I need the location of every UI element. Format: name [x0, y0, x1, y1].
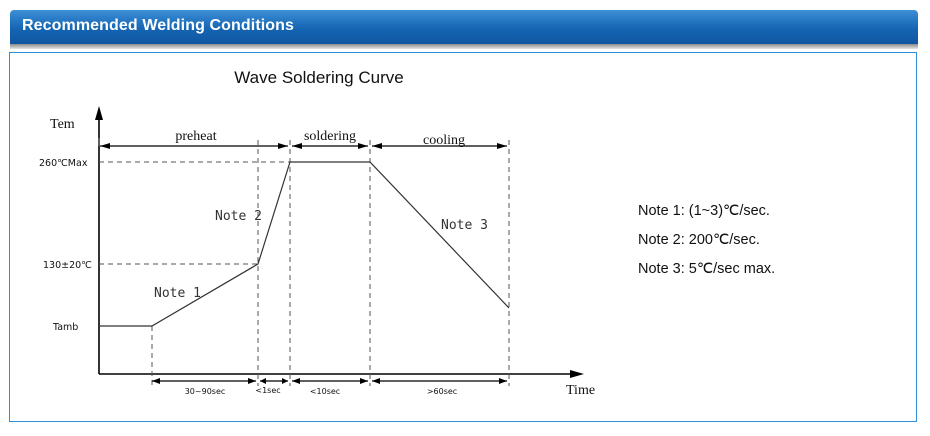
duration-arrow	[292, 378, 300, 384]
phase-arrow	[372, 143, 382, 149]
temperature-curve	[99, 161, 510, 327]
y-label-mid: 130±20℃	[43, 260, 92, 271]
panel-border	[9, 52, 917, 422]
phase-arrow	[292, 143, 302, 149]
phase-label-preheat: preheat	[175, 129, 216, 144]
y-axis-label: Tem	[50, 117, 75, 132]
duration-arrow	[248, 378, 256, 384]
header-shadow	[10, 44, 918, 49]
duration-arrow	[282, 378, 288, 384]
phase-arrow	[497, 143, 507, 149]
x-axis-label: Time	[566, 383, 595, 398]
duration-arrow	[260, 378, 266, 384]
duration-arrow	[360, 378, 368, 384]
curve-note-2: Note 2	[215, 209, 262, 224]
duration-label-2: <1sec	[255, 386, 280, 395]
duration-label-1: 30~90sec	[185, 387, 226, 396]
notes-list: Note 1: (1~3)℃/sec. Note 2: 200℃/sec. No…	[638, 202, 775, 289]
duration-label-3: <10sec	[310, 387, 340, 396]
duration-arrow	[152, 378, 160, 384]
section-title: Recommended Welding Conditions	[22, 17, 295, 34]
y-axis-arrow	[95, 106, 103, 120]
phase-arrow	[278, 143, 288, 149]
phase-arrow	[358, 143, 368, 149]
note-item-3: Note 3: 5℃/sec max.	[638, 261, 776, 277]
curve-note-1: Note 1	[154, 286, 201, 301]
duration-label-4: >60sec	[427, 387, 457, 396]
y-label-peak: 260℃Max	[39, 158, 88, 169]
phase-arrow	[100, 143, 110, 149]
duration-arrow	[499, 378, 507, 384]
phase-label-soldering: soldering	[304, 129, 356, 144]
note-item-2: Note 2: 200℃/sec.	[638, 232, 760, 248]
phase-label-cooling: cooling	[423, 133, 465, 148]
duration-arrow	[372, 378, 380, 384]
section-header: Recommended Welding Conditions	[10, 10, 918, 44]
note-item-1: Note 1: (1~3)℃/sec.	[638, 203, 770, 219]
y-label-low: Tamb	[52, 322, 78, 333]
diagram-title: Wave Soldering Curve	[234, 68, 403, 87]
x-axis-arrow	[570, 370, 584, 378]
curve-note-3: Note 3	[441, 218, 488, 233]
